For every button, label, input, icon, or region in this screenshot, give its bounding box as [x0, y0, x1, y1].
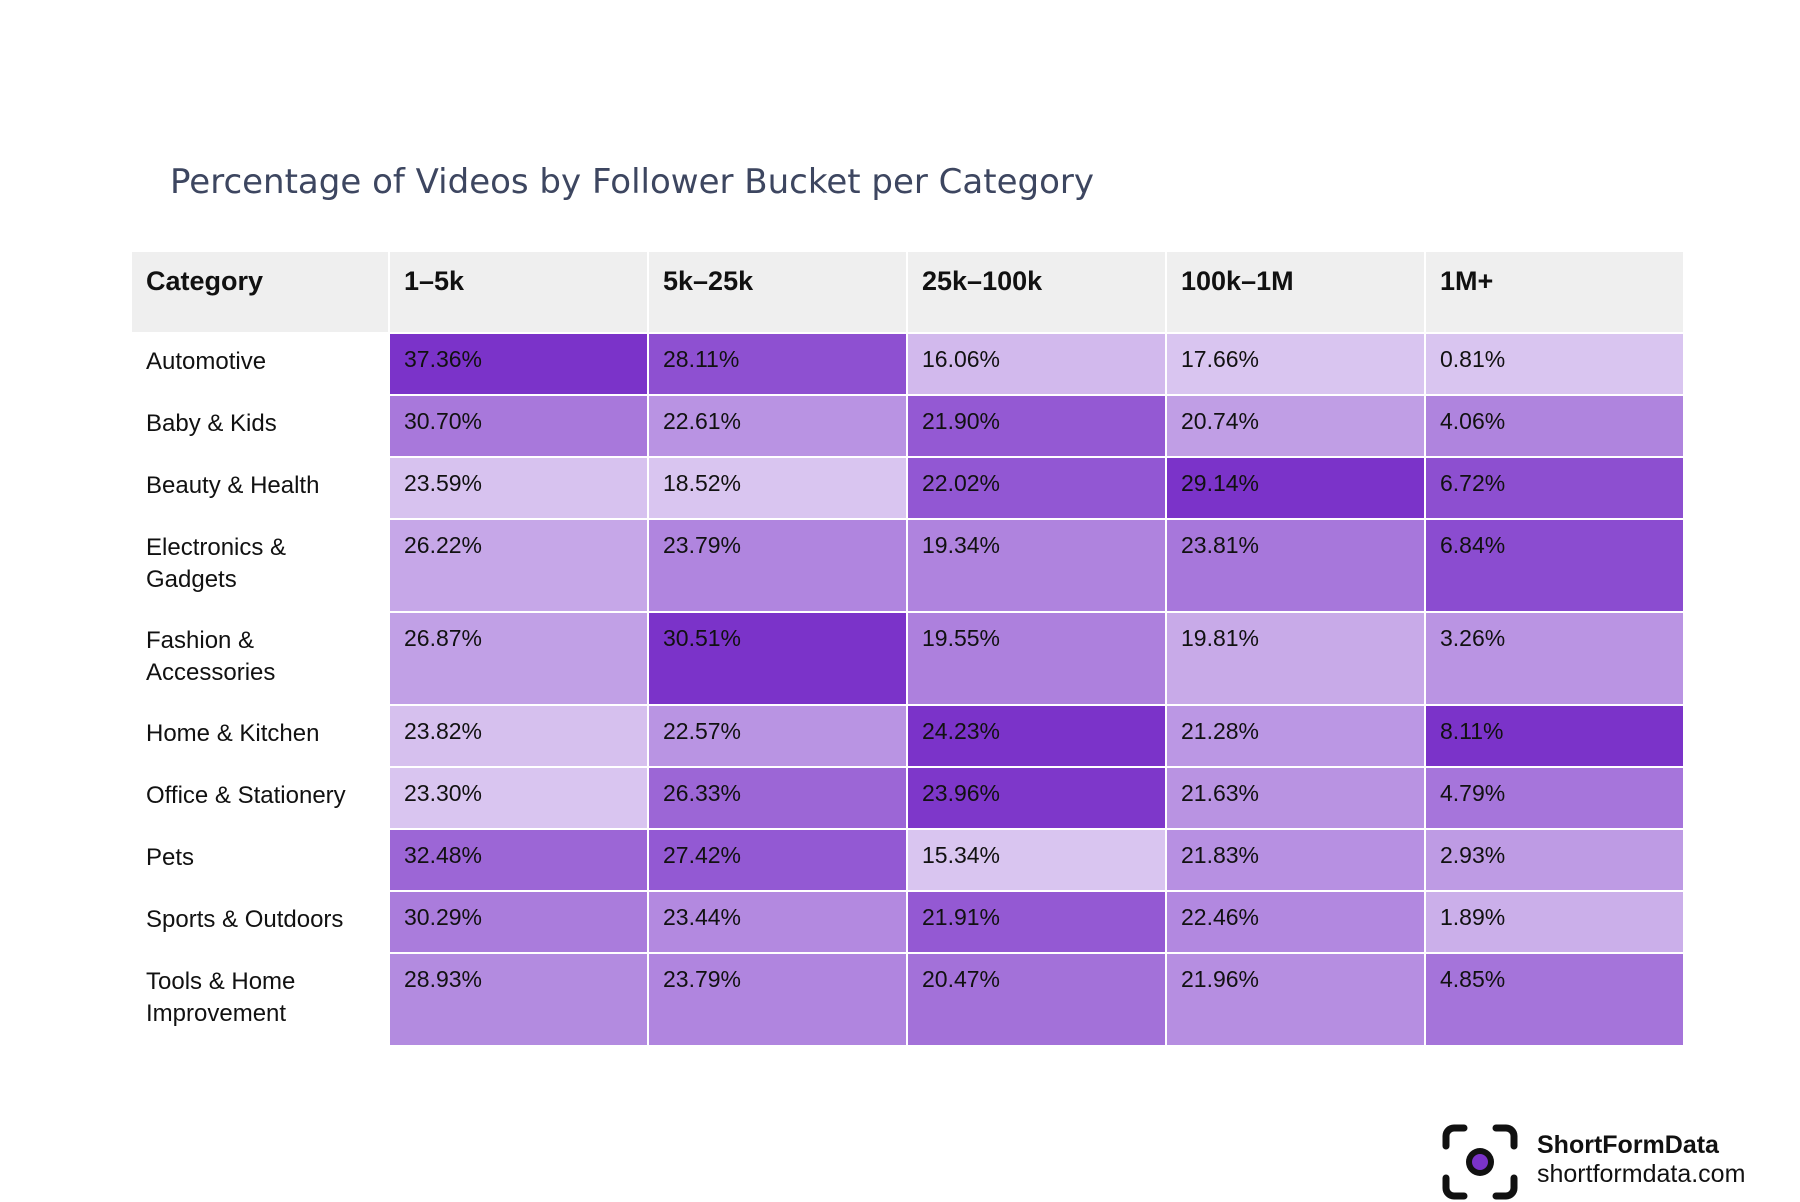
heat-cell: 22.46% — [1165, 890, 1426, 954]
category-label: Beauty & Health — [130, 456, 390, 520]
heat-cell: 23.79% — [647, 518, 908, 613]
heat-cell: 26.22% — [388, 518, 649, 613]
table-row: Office & Stationery 23.30% 26.33% 23.96% 21.… — [130, 766, 1685, 830]
heat-cell: 21.83% — [1165, 828, 1426, 892]
heat-cell: 6.84% — [1424, 518, 1685, 613]
heat-cell: 23.59% — [388, 456, 649, 520]
heat-cell: 15.34% — [906, 828, 1167, 892]
category-label: Automotive — [130, 332, 390, 396]
heat-cell: 16.06% — [906, 332, 1167, 396]
heat-cell: 4.06% — [1424, 394, 1685, 458]
category-label: Pets — [130, 828, 390, 892]
category-label: Sports & Outdoors — [130, 890, 390, 954]
heatmap-body: Automotive 37.36% 28.11% 16.06% 17.66% 0.81% B… — [130, 332, 1685, 1047]
heat-cell: 23.96% — [906, 766, 1167, 830]
heat-cell: 28.93% — [388, 952, 649, 1047]
table-row: Automotive 37.36% 28.11% 16.06% 17.66% 0.81% — [130, 332, 1685, 396]
brand-name: ShortFormData — [1537, 1131, 1719, 1159]
heat-cell: 30.51% — [647, 611, 908, 706]
heat-cell: 32.48% — [388, 828, 649, 892]
heat-cell: 19.55% — [906, 611, 1167, 706]
table-row: Electronics & Gadgets 26.22% 23.79% 19.34% 2… — [130, 518, 1685, 613]
header-bucket: 1M+ — [1424, 250, 1685, 334]
heat-cell: 29.14% — [1165, 456, 1426, 520]
heat-cell: 0.81% — [1424, 332, 1685, 396]
table-row: Tools & Home Improvement 28.93% 23.79% 20.4… — [130, 952, 1685, 1047]
heat-cell: 8.11% — [1424, 704, 1685, 768]
heat-cell: 3.26% — [1424, 611, 1685, 706]
heat-cell: 22.02% — [906, 456, 1167, 520]
heat-cell: 19.81% — [1165, 611, 1426, 706]
heat-cell: 6.72% — [1424, 456, 1685, 520]
heat-cell: 30.29% — [388, 890, 649, 954]
chart-title: Percentage of Videos by Follower Bucket … — [170, 162, 1094, 202]
header-bucket: 25k–100k — [906, 250, 1167, 334]
category-label: Fashion & Accessories — [130, 611, 390, 706]
heat-cell: 23.30% — [388, 766, 649, 830]
heat-cell: 4.79% — [1424, 766, 1685, 830]
table-row: Beauty & Health 23.59% 18.52% 22.02% 29.14% 6… — [130, 456, 1685, 520]
heat-cell: 24.23% — [906, 704, 1167, 768]
table-row: Home & Kitchen 23.82% 22.57% 24.23% 21.28% 8.… — [130, 704, 1685, 768]
heat-cell: 37.36% — [388, 332, 649, 396]
header-category: Category — [130, 250, 390, 334]
heat-cell: 21.90% — [906, 394, 1167, 458]
heat-cell: 23.44% — [647, 890, 908, 954]
heat-cell: 22.61% — [647, 394, 908, 458]
heat-cell: 27.42% — [647, 828, 908, 892]
camera-focus-icon — [1442, 1124, 1518, 1200]
heat-cell: 22.57% — [647, 704, 908, 768]
heat-cell: 23.79% — [647, 952, 908, 1047]
heat-cell: 18.52% — [647, 456, 908, 520]
heat-cell: 28.11% — [647, 332, 908, 396]
category-label: Office & Stationery — [130, 766, 390, 830]
heatmap-table: Category 1–5k 5k–25k 25k–100k 100k–1M 1M… — [130, 250, 1685, 1047]
heat-cell: 4.85% — [1424, 952, 1685, 1047]
category-label: Electronics & Gadgets — [130, 518, 390, 613]
heat-cell: 26.87% — [388, 611, 649, 706]
table-row: Pets 32.48% 27.42% 15.34% 21.83% 2.93% — [130, 828, 1685, 892]
heat-cell: 21.96% — [1165, 952, 1426, 1047]
heat-cell: 20.74% — [1165, 394, 1426, 458]
heat-cell: 23.82% — [388, 704, 649, 768]
heat-cell: 21.28% — [1165, 704, 1426, 768]
heat-cell: 23.81% — [1165, 518, 1426, 613]
header-bucket: 100k–1M — [1165, 250, 1426, 334]
heat-cell: 19.34% — [906, 518, 1167, 613]
category-label: Baby & Kids — [130, 394, 390, 458]
table-row: Baby & Kids 30.70% 22.61% 21.90% 20.74% 4.06% — [130, 394, 1685, 458]
table-row: Fashion & Accessories 26.87% 30.51% 19.55% 1… — [130, 611, 1685, 706]
heat-cell: 17.66% — [1165, 332, 1426, 396]
heat-cell: 21.91% — [906, 890, 1167, 954]
heat-cell: 20.47% — [906, 952, 1167, 1047]
header-bucket: 5k–25k — [647, 250, 908, 334]
table-row: Sports & Outdoors 30.29% 23.44% 21.91% 22.46… — [130, 890, 1685, 954]
heat-cell: 30.70% — [388, 394, 649, 458]
heat-cell: 2.93% — [1424, 828, 1685, 892]
header-row: Category 1–5k 5k–25k 25k–100k 100k–1M 1M… — [130, 250, 1685, 334]
brand-url: shortformdata.com — [1537, 1160, 1746, 1188]
heat-cell: 1.89% — [1424, 890, 1685, 954]
category-label: Tools & Home Improvement — [130, 952, 390, 1047]
header-bucket: 1–5k — [388, 250, 649, 334]
category-label: Home & Kitchen — [130, 704, 390, 768]
heat-cell: 21.63% — [1165, 766, 1426, 830]
heat-cell: 26.33% — [647, 766, 908, 830]
